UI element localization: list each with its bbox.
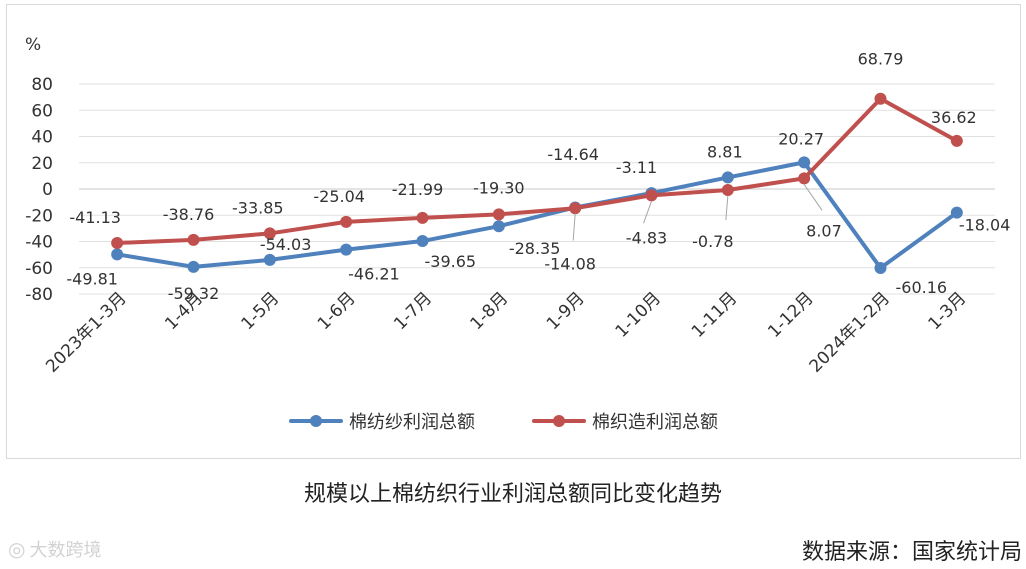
data-label: -49.81 xyxy=(66,269,118,288)
data-label: 68.79 xyxy=(858,50,904,69)
data-point xyxy=(263,253,276,266)
data-point xyxy=(798,172,811,185)
data-label: -14.08 xyxy=(544,254,596,273)
data-point xyxy=(340,243,353,256)
x-tick-label: 1-7月 xyxy=(390,288,436,334)
y-tick-label: 80 xyxy=(31,75,53,95)
legend-label: 棉织造利润总额 xyxy=(592,412,718,433)
y-tick-label: -40 xyxy=(25,233,53,253)
data-label: -4.83 xyxy=(626,228,667,247)
data-point xyxy=(645,189,658,202)
series-line xyxy=(115,160,959,270)
data-label: -59.32 xyxy=(168,284,220,303)
data-point xyxy=(187,233,200,246)
y-tick-label: 40 xyxy=(31,128,53,148)
y-tick-label: 20 xyxy=(31,154,53,174)
data-point xyxy=(950,206,963,219)
x-tick-label: 1-5月 xyxy=(238,288,284,334)
chart-frame: 80 60 40 20 0 -20 -40 -60 -80% 2023年1-3月 1-4月 1-5月 1… xyxy=(6,4,1021,459)
data-label: -18.04 xyxy=(959,216,1011,235)
y-tick-label: -80 xyxy=(25,285,53,305)
y-axis-unit: % xyxy=(25,35,41,55)
x-tick-label: 1-12月 xyxy=(764,288,817,341)
legend-swatch-marker xyxy=(553,415,565,427)
data-label: -60.16 xyxy=(896,278,948,297)
label-leader-line xyxy=(572,213,576,241)
data-label: 20.27 xyxy=(778,129,824,148)
y-tick-label: -60 xyxy=(25,259,53,279)
data-label: -28.35 xyxy=(509,239,561,258)
x-tick-label: 2024年1-2月 xyxy=(806,288,894,376)
watermark-logo-icon: ◎ xyxy=(8,537,26,561)
data-point xyxy=(569,202,582,215)
x-tick-label: 1-8月 xyxy=(467,288,513,334)
data-label: 36.62 xyxy=(931,108,977,127)
data-point xyxy=(416,211,429,224)
data-point xyxy=(416,235,429,248)
y-tick-label: 0 xyxy=(42,180,53,200)
data-label: -41.13 xyxy=(69,208,121,227)
data-point xyxy=(874,92,887,105)
data-point xyxy=(721,184,734,197)
x-tick-label: 1-10月 xyxy=(612,288,665,341)
y-tick-label: -20 xyxy=(25,206,53,226)
data-label: -3.11 xyxy=(616,158,657,177)
data-point xyxy=(111,236,124,249)
y-tick-label: 60 xyxy=(31,101,53,121)
data-label: -25.04 xyxy=(313,187,365,206)
label-leader-line xyxy=(803,184,823,211)
data-point xyxy=(340,215,353,228)
data-point xyxy=(798,156,811,169)
watermark: ◎ 大数跨境 xyxy=(8,536,101,562)
data-label: -0.78 xyxy=(692,232,733,251)
data-label: -46.21 xyxy=(348,265,400,284)
data-label: 8.81 xyxy=(707,142,743,161)
legend-swatch-marker xyxy=(310,415,322,427)
data-point xyxy=(492,220,505,233)
data-point xyxy=(111,248,124,261)
x-tick-label: 1-11月 xyxy=(688,288,741,341)
data-label: 8.07 xyxy=(806,221,842,240)
data-point xyxy=(950,134,963,147)
label-leader-line xyxy=(643,201,652,224)
watermark-text: 大数跨境 xyxy=(29,540,102,561)
data-label: -19.30 xyxy=(473,178,525,197)
data-label: -38.76 xyxy=(163,205,215,224)
chart-caption: 规模以上棉纺织行业利润总额同比变化趋势 xyxy=(303,482,722,507)
x-tick-label: 2023年1-3月 xyxy=(42,288,130,376)
data-point xyxy=(874,261,887,274)
x-tick-label: 1-9月 xyxy=(543,288,589,334)
data-label: -33.85 xyxy=(232,198,284,217)
data-source: 数据来源：国家统计局 xyxy=(801,540,1022,565)
data-point xyxy=(492,208,505,221)
data-point xyxy=(187,260,200,273)
data-label: -21.99 xyxy=(392,180,444,199)
label-leader-line xyxy=(725,195,729,221)
data-point xyxy=(721,171,734,184)
data-point xyxy=(263,227,276,240)
data-label: -39.65 xyxy=(425,252,477,271)
data-label: -14.64 xyxy=(547,145,599,164)
legend-label: 棉纺纱利润总额 xyxy=(349,412,475,433)
x-tick-label: 1-6月 xyxy=(314,288,360,334)
data-label: -54.03 xyxy=(260,235,312,254)
series-line xyxy=(115,96,959,245)
